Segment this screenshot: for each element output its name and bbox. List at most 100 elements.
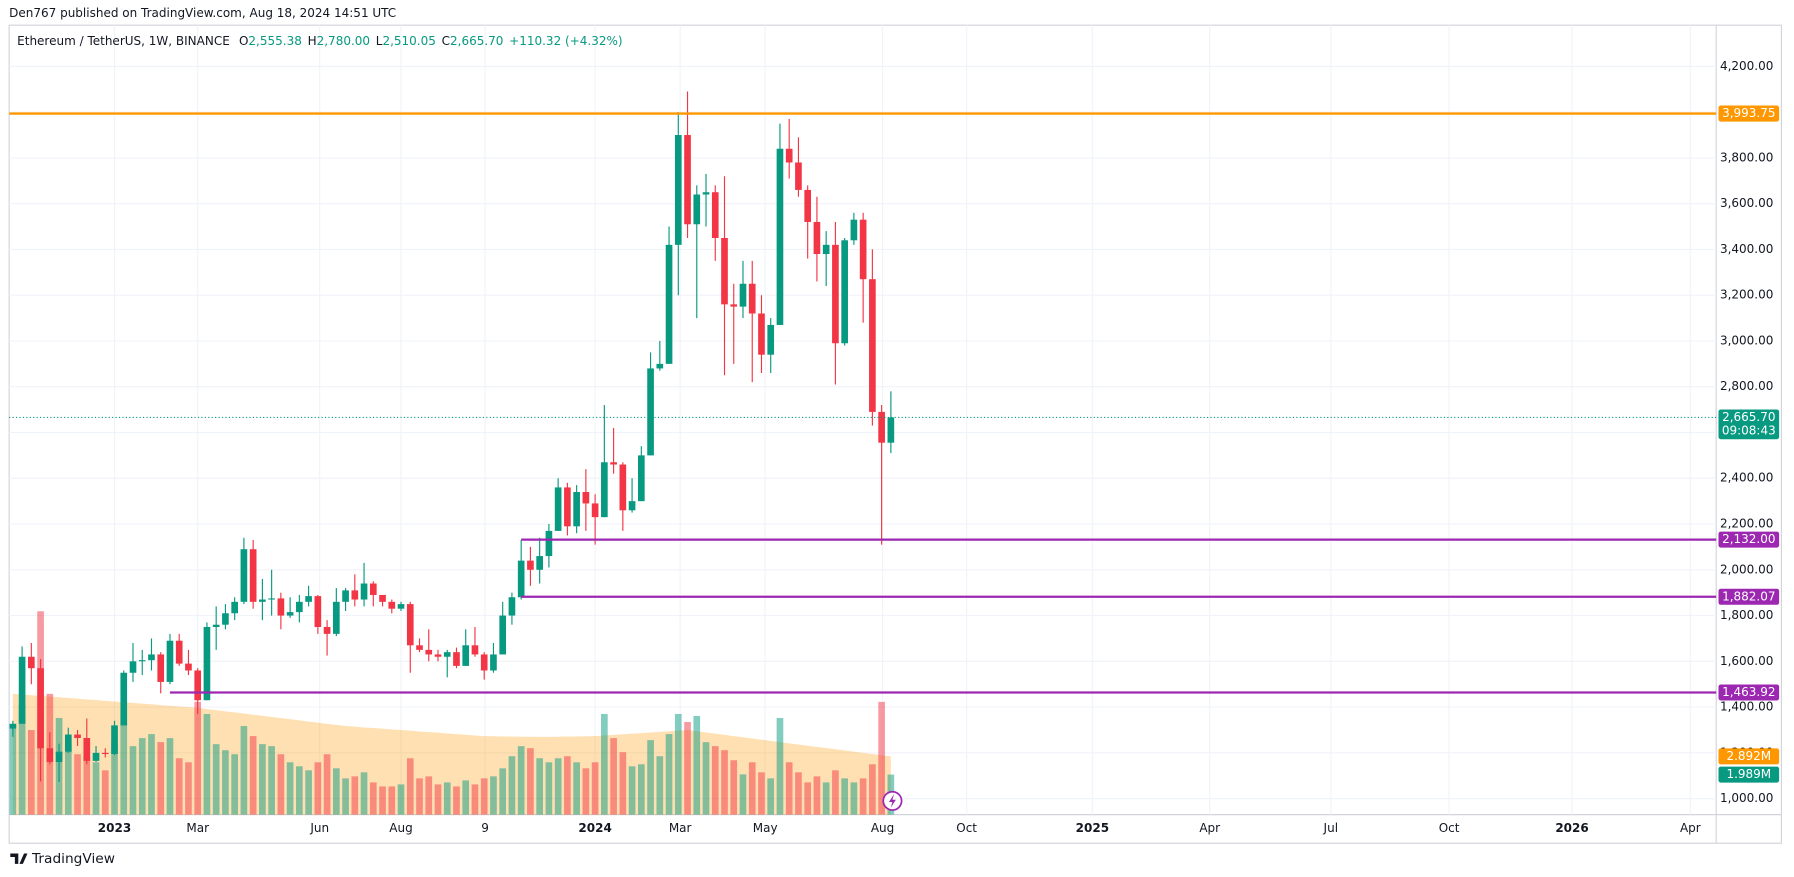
volume-bar <box>711 746 719 815</box>
candle-body <box>203 626 211 701</box>
grid <box>9 25 1717 815</box>
candle-body <box>351 590 359 600</box>
volume-bar <box>795 772 802 815</box>
volume-bar <box>490 776 497 815</box>
volume-bar <box>388 786 396 815</box>
candle-body <box>74 734 81 738</box>
volume-bar <box>869 764 876 815</box>
candle-body <box>684 135 691 225</box>
volume-bar <box>832 770 839 815</box>
volume-bar <box>850 782 858 815</box>
x-tick-label: Mar <box>669 821 692 835</box>
candles <box>9 91 895 782</box>
candle-body <box>517 560 525 598</box>
volume-bar <box>785 762 793 815</box>
candle-body <box>194 670 202 701</box>
candle-body <box>259 599 266 602</box>
volume-bar <box>406 758 414 815</box>
candle-body <box>120 672 128 726</box>
volume-bar <box>268 746 275 815</box>
level-label-box <box>1718 531 1780 548</box>
candle-body <box>647 368 654 456</box>
level-label: 1,882.07 <box>1722 589 1775 603</box>
legend: Ethereum / TetherUS, 1W, BINANCE O2,555.3… <box>17 34 622 48</box>
legend-key: O <box>239 34 248 48</box>
legend-key: C <box>442 34 450 48</box>
volume-bar <box>730 760 738 815</box>
candle-body <box>674 135 682 245</box>
volume-bar <box>369 782 377 815</box>
y-tick-label: 3,400.00 <box>1720 242 1773 256</box>
x-tick-label: Apr <box>1199 821 1220 835</box>
plot-area <box>9 25 1717 815</box>
volume-bar <box>841 778 848 815</box>
publish-info: Den767 published on TradingView.com, Aug… <box>9 6 396 20</box>
volume-bar <box>443 782 451 815</box>
volume-ma-label: 2.892M <box>1726 749 1771 763</box>
volume-bar <box>185 762 192 815</box>
volume-bar <box>157 742 165 815</box>
candle-body <box>573 491 580 527</box>
level-label-box <box>1718 588 1780 605</box>
candle-body <box>305 596 312 602</box>
candle-body <box>379 594 386 602</box>
volume-bar <box>721 750 728 815</box>
x-tick-label: Apr <box>1680 821 1701 835</box>
candle-body <box>46 748 54 763</box>
candle-body <box>425 649 433 655</box>
volume-bar <box>120 722 128 815</box>
volume-bar <box>647 740 654 815</box>
volume-bar <box>425 776 433 815</box>
tradingview-logo <box>10 853 28 864</box>
candle-body <box>850 219 858 241</box>
candle-body <box>656 363 664 369</box>
volume-bar <box>554 758 562 815</box>
candle-body <box>360 583 368 600</box>
candle-body <box>286 612 294 616</box>
volume-bar <box>527 748 534 815</box>
x-tick-label: 2024 <box>578 821 611 835</box>
candle-body <box>619 464 627 511</box>
candle-body <box>758 313 765 355</box>
candle-body <box>776 148 784 325</box>
candle-body <box>277 598 285 616</box>
candle-body <box>314 596 322 627</box>
legend-value: 2,665.70 <box>450 34 503 48</box>
volume-bar <box>693 715 701 815</box>
volume-bar <box>277 754 285 815</box>
volume-bar <box>416 778 423 815</box>
y-tick-label: 2,400.00 <box>1720 471 1773 485</box>
volume-bar <box>194 701 202 815</box>
candle-body <box>138 660 146 662</box>
last-price-box <box>1718 409 1780 440</box>
candle-body <box>240 549 248 602</box>
volume-bar <box>148 734 155 815</box>
candle-body <box>822 244 830 255</box>
candle-body <box>730 304 738 307</box>
volume-bar <box>739 774 747 815</box>
candle-body <box>628 501 636 511</box>
candle-body <box>841 240 848 344</box>
y-tick-label: 3,800.00 <box>1720 150 1773 164</box>
candle-body <box>212 624 220 627</box>
level-label: 3,993.75 <box>1722 106 1775 120</box>
volume-bar <box>351 776 359 815</box>
candle-body <box>28 656 35 669</box>
candle-body <box>610 462 617 465</box>
candle-body <box>148 654 155 661</box>
candle-body <box>804 189 812 222</box>
volume-bar <box>240 726 248 815</box>
volume-bar <box>231 754 238 815</box>
candle-body <box>434 654 442 657</box>
x-tick-label: Aug <box>389 821 412 835</box>
candle-body <box>268 598 275 600</box>
candle-body <box>166 640 174 682</box>
candle-body <box>499 615 507 655</box>
legend-change: +110.32 (+4.32%) <box>509 34 622 48</box>
candle-body <box>490 654 497 671</box>
volume-bar <box>462 780 470 815</box>
volume-bar <box>166 738 174 815</box>
candle-body <box>739 283 747 307</box>
volume-bar <box>314 762 322 815</box>
